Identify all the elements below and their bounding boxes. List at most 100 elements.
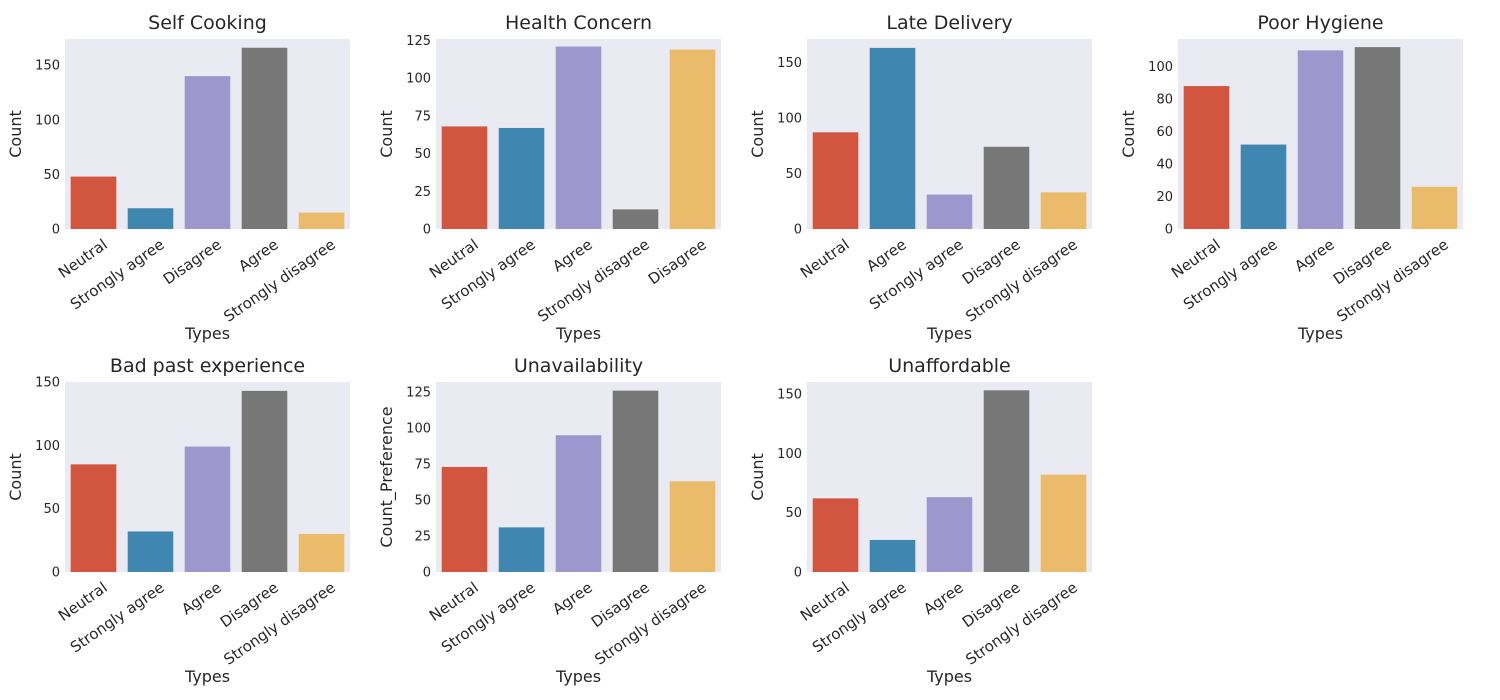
- bar-neutral: [441, 466, 488, 572]
- chart-title: Late Delivery: [886, 12, 1012, 34]
- y-axis-label: Count: [377, 110, 396, 158]
- x-tick-label: Disagree: [160, 235, 225, 288]
- bar-strongly-agree: [498, 527, 545, 572]
- bar-strongly-agree: [127, 531, 174, 572]
- y-tick-label: 40: [1156, 158, 1173, 173]
- y-tick-label: 20: [1156, 190, 1173, 205]
- bar-strongly-disagree: [669, 481, 716, 572]
- y-tick-label: 150: [35, 59, 60, 74]
- bar-disagree: [1354, 47, 1401, 230]
- chart-title: Unaffordable: [888, 355, 1011, 377]
- y-tick-label: 150: [35, 376, 60, 391]
- y-tick-label: 50: [414, 147, 431, 162]
- x-axis-label: Types: [184, 667, 230, 686]
- y-tick-label: 0: [52, 223, 60, 238]
- y-tick-label: 125: [406, 34, 431, 49]
- x-tick-label: Agree: [1291, 235, 1337, 275]
- bar-disagree: [184, 76, 231, 229]
- x-tick-label: Agree: [178, 578, 224, 618]
- chart-title: Self Cooking: [148, 12, 267, 34]
- bar-neutral: [70, 464, 117, 572]
- bar-strongly-agree: [869, 539, 916, 572]
- bar-strongly-disagree: [612, 209, 659, 229]
- y-tick-label: 100: [777, 447, 802, 462]
- x-axis-label: Types: [926, 324, 972, 343]
- chart-title: Unavailability: [514, 355, 643, 377]
- bar-disagree: [983, 146, 1030, 229]
- bar-agree: [555, 435, 602, 572]
- y-tick-label: 25: [414, 185, 431, 200]
- y-tick-label: 150: [777, 387, 802, 402]
- y-tick-label: 0: [794, 223, 802, 238]
- y-tick-label: 50: [785, 506, 802, 521]
- y-tick-label: 0: [423, 566, 431, 581]
- y-tick-label: 0: [52, 566, 60, 581]
- bar-neutral: [1183, 86, 1230, 229]
- y-tick-label: 80: [1156, 93, 1173, 108]
- y-tick-label: 100: [406, 422, 431, 437]
- y-tick-label: 25: [414, 530, 431, 545]
- y-axis-label: Count: [748, 453, 767, 501]
- y-tick-label: 50: [785, 167, 802, 182]
- x-axis-label: Types: [184, 324, 230, 343]
- x-axis-label: Types: [926, 667, 972, 686]
- x-tick-label: Agree: [549, 235, 595, 275]
- bar-strongly-disagree: [298, 534, 345, 572]
- bar-neutral: [812, 498, 859, 573]
- x-axis-label: Types: [555, 667, 601, 686]
- bar-strongly-agree: [127, 208, 174, 229]
- y-axis-label: Count: [6, 453, 25, 501]
- bar-strongly-agree: [926, 194, 973, 229]
- y-tick-label: 150: [777, 56, 802, 71]
- bar-strongly-disagree: [1040, 192, 1087, 229]
- y-axis-label: Count: [748, 110, 767, 158]
- y-tick-label: 75: [414, 109, 431, 124]
- y-tick-label: 0: [794, 566, 802, 581]
- y-tick-label: 100: [35, 113, 60, 128]
- x-tick-label: Agree: [235, 235, 281, 275]
- x-tick-label: Neutral: [797, 235, 853, 282]
- y-tick-label: 50: [43, 502, 60, 517]
- bar-disagree: [612, 390, 659, 572]
- y-tick-label: 100: [1148, 60, 1173, 75]
- y-axis-label: Count_Preference: [377, 406, 397, 547]
- x-tick-label: Agree: [549, 578, 595, 618]
- y-tick-label: 50: [43, 168, 60, 183]
- chart-title: Health Concern: [505, 12, 652, 34]
- chart-title: Poor Hygiene: [1257, 12, 1383, 34]
- bar-agree: [555, 46, 602, 229]
- chart-title: Bad past experience: [110, 355, 305, 377]
- x-tick-label: Agree: [863, 235, 909, 275]
- y-tick-label: 100: [406, 72, 431, 87]
- bar-strongly-agree: [1240, 144, 1287, 229]
- bar-strongly-disagree: [1040, 474, 1087, 573]
- y-tick-label: 75: [414, 458, 431, 473]
- y-axis-label: Count: [6, 110, 25, 158]
- bar-disagree: [983, 390, 1030, 572]
- bar-neutral: [70, 176, 117, 229]
- bar-neutral: [812, 132, 859, 229]
- x-axis-label: Types: [555, 324, 601, 343]
- bar-agree: [184, 446, 231, 572]
- x-tick-label: Agree: [920, 578, 966, 618]
- x-tick-label: Disagree: [645, 235, 710, 288]
- bar-disagree: [669, 49, 716, 230]
- bar-disagree: [241, 390, 288, 572]
- x-axis-label: Types: [1297, 324, 1343, 343]
- y-tick-label: 125: [406, 386, 431, 401]
- bar-agree: [1297, 50, 1344, 230]
- y-tick-label: 100: [777, 111, 802, 126]
- y-axis-label: Count: [1119, 110, 1138, 158]
- y-tick-label: 0: [1165, 223, 1173, 238]
- bar-agree: [926, 497, 973, 572]
- bar-strongly-agree: [498, 127, 545, 229]
- y-tick-label: 100: [35, 439, 60, 454]
- y-tick-label: 0: [423, 223, 431, 238]
